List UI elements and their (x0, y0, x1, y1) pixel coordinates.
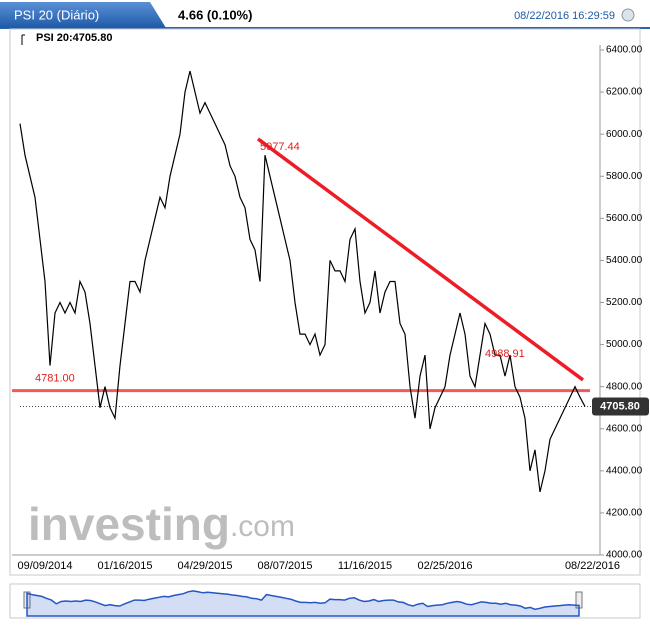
x-tick-label: 08/07/2015 (257, 560, 312, 572)
plot-frame (9, 28, 641, 576)
y-tick-label: 5600.00 (606, 213, 643, 224)
watermark-brand: investing (28, 498, 230, 550)
title-tab (0, 2, 166, 28)
title: PSI 20 (Diário) (14, 7, 99, 22)
y-tick-label: 6000.00 (606, 129, 643, 140)
annotation: 4988.91 (485, 348, 525, 360)
y-tick-label: 5000.00 (606, 339, 643, 350)
watermark-suffix: .com (230, 510, 295, 543)
x-tick-label: 11/16/2015 (338, 560, 392, 572)
y-tick-label: 6200.00 (606, 87, 643, 98)
y-tick-label: 5400.00 (606, 255, 643, 266)
horizontal-line-label: 4781.00 (35, 373, 75, 385)
x-tick-label: 01/16/2015 (97, 560, 152, 572)
price-line (19, 70, 586, 493)
annotation: 5977.44 (260, 141, 300, 153)
watermark: investing.com (28, 498, 295, 550)
change: 4.66 (0.10%) (178, 7, 252, 22)
y-tick-label: 4800.00 (606, 381, 643, 392)
x-tick-label: 08/22/2016 (565, 560, 620, 572)
close-icon[interactable] (621, 8, 635, 22)
y-tick-label: 4200.00 (606, 508, 643, 519)
navigator-frame (9, 583, 641, 619)
x-tick-label: 09/09/2014 (17, 560, 72, 572)
y-tick-label: 5200.00 (606, 297, 643, 308)
y-tick-label: 5800.00 (606, 171, 643, 182)
legend: PSI 20:4705.80 (36, 32, 112, 44)
y-tick-label: 4000.00 (606, 550, 643, 561)
y-tick-label: 4400.00 (606, 465, 643, 476)
last-price-box (592, 397, 649, 416)
timestamp: 08/22/2016 16:29:59 (514, 10, 615, 22)
legend-icon (21, 34, 25, 45)
trendline (256, 137, 585, 382)
x-tick-label: 02/25/2016 (417, 560, 472, 572)
x-tick-label: 04/29/2015 (177, 560, 232, 572)
navigator-area (26, 590, 580, 617)
y-tick-label: 4600.00 (606, 423, 643, 434)
y-tick-label: 6400.00 (606, 45, 643, 56)
last-price-label: 4705.80 (600, 400, 640, 412)
